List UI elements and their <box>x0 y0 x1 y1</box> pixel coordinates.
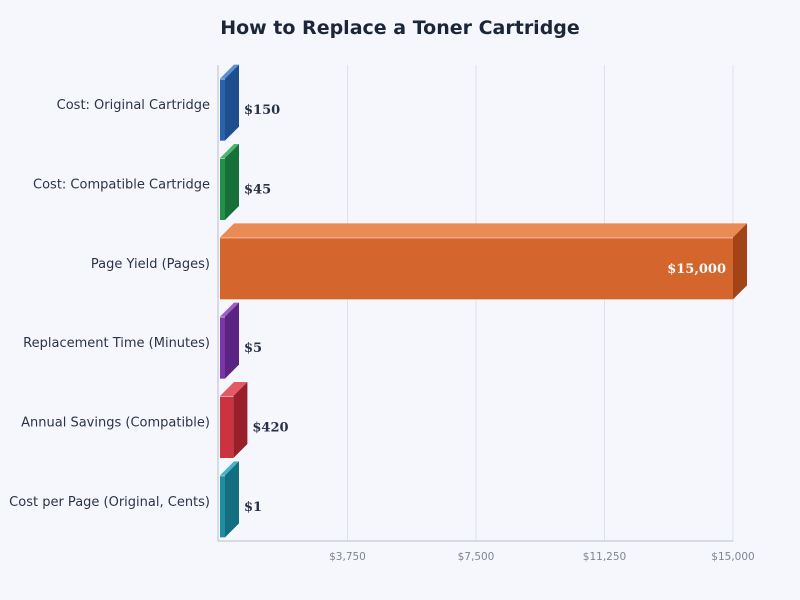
bar <box>220 302 239 379</box>
category-label: Cost per Page (Original, Cents) <box>9 495 210 510</box>
bar-top-face <box>220 461 239 476</box>
value-label: $5 <box>244 341 262 356</box>
value-labels: $150 $45 $15,000 $5 $420 $1 <box>244 103 726 515</box>
x-tick-labels: $3,750 $7,500 $11,250 $15,000 <box>329 551 755 563</box>
category-label: Annual Savings (Compatible) <box>21 416 210 431</box>
category-label: Cost: Original Cartridge <box>57 98 210 113</box>
value-label: $45 <box>244 183 271 198</box>
bars <box>220 64 747 538</box>
bar <box>220 144 239 220</box>
bar-front-face <box>220 316 225 379</box>
value-label: $1 <box>244 500 262 515</box>
bar-side-face <box>733 223 747 300</box>
bar-top-face <box>220 382 248 396</box>
bar <box>220 382 248 458</box>
category-label: Page Yield (Pages) <box>91 257 210 272</box>
bar-front-face <box>220 158 225 220</box>
bar <box>220 461 239 538</box>
bar-top-face <box>220 144 239 158</box>
category-labels: Cost: Original Cartridge Cost: Compatible… <box>9 98 210 510</box>
bar-front-face <box>220 237 733 300</box>
bar-front-face <box>220 475 225 538</box>
bar-front-face <box>220 396 234 458</box>
bar-top-face <box>220 302 239 317</box>
bar-top-face <box>220 64 239 79</box>
bar-front-face <box>220 78 225 141</box>
bar-side-face <box>225 302 239 379</box>
category-label: Cost: Compatible Cartridge <box>33 178 210 193</box>
x-tick-label: $3,750 <box>329 551 366 563</box>
bar <box>220 223 747 300</box>
bar <box>220 64 239 141</box>
value-label: $420 <box>252 421 288 436</box>
bar-side-face <box>225 64 239 141</box>
category-label: Replacement Time (Minutes) <box>23 336 210 351</box>
x-tick-label: $11,250 <box>583 551 626 563</box>
value-label: $150 <box>244 103 280 118</box>
grid-lines <box>347 65 734 541</box>
bar-side-face <box>225 461 239 538</box>
x-tick-label: $7,500 <box>458 551 495 563</box>
x-tick-label: $15,000 <box>711 551 754 563</box>
value-label: $15,000 <box>667 262 726 277</box>
bar-top-face <box>220 223 747 238</box>
axes <box>217 65 733 542</box>
bar-side-face <box>233 382 248 458</box>
bar-side-face <box>225 144 239 220</box>
chart-title: How to Replace a Toner Cartridge <box>220 17 580 39</box>
